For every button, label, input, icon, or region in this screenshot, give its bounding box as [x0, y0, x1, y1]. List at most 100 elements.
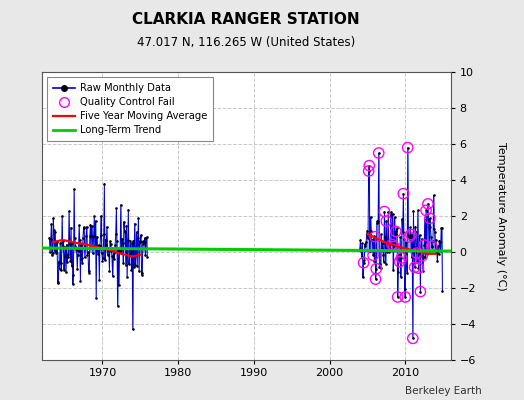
Point — [397, 274, 405, 280]
Point — [433, 250, 441, 256]
Point — [69, 272, 78, 278]
Point — [116, 202, 125, 208]
Point — [131, 262, 139, 268]
Point — [405, 234, 413, 240]
Point — [127, 267, 136, 274]
Point — [132, 252, 140, 258]
Point — [418, 252, 427, 259]
Point — [106, 241, 115, 248]
Point — [94, 251, 102, 258]
Point — [405, 234, 413, 240]
Point — [106, 238, 114, 244]
Point — [375, 150, 383, 156]
Point — [356, 246, 364, 252]
Point — [79, 235, 87, 241]
Point — [136, 239, 145, 245]
Point — [104, 244, 112, 251]
Point — [102, 236, 110, 243]
Point — [357, 254, 366, 261]
Point — [87, 245, 95, 251]
Point — [115, 249, 124, 255]
Point — [410, 264, 419, 270]
Point — [127, 248, 135, 254]
Point — [403, 269, 411, 276]
Point — [420, 242, 428, 248]
Point — [365, 162, 374, 169]
Point — [359, 260, 368, 266]
Point — [105, 246, 113, 253]
Point — [406, 236, 414, 242]
Point — [363, 227, 372, 234]
Point — [402, 239, 410, 246]
Point — [356, 236, 365, 243]
Point — [428, 243, 436, 250]
Point — [431, 229, 439, 236]
Point — [137, 232, 145, 238]
Point — [134, 215, 143, 222]
Point — [421, 254, 430, 260]
Point — [422, 207, 430, 214]
Point — [75, 237, 84, 244]
Point — [140, 235, 149, 241]
Point — [357, 247, 365, 254]
Point — [77, 242, 85, 248]
Point — [363, 231, 371, 237]
Point — [84, 249, 92, 256]
Point — [412, 229, 420, 236]
Point — [93, 246, 102, 252]
Point — [397, 255, 406, 261]
Point — [424, 201, 432, 207]
Point — [402, 251, 411, 257]
Point — [438, 225, 446, 231]
Point — [96, 232, 105, 238]
Point — [65, 208, 73, 214]
Point — [134, 235, 142, 242]
Point — [370, 258, 378, 264]
Point — [373, 220, 381, 226]
Text: CLARKIA RANGER STATION: CLARKIA RANGER STATION — [133, 12, 360, 27]
Point — [50, 227, 58, 234]
Point — [61, 244, 70, 250]
Point — [390, 214, 399, 220]
Point — [105, 267, 114, 274]
Point — [62, 242, 71, 248]
Point — [102, 242, 111, 248]
Point — [398, 216, 406, 222]
Point — [428, 243, 436, 250]
Point — [60, 267, 68, 273]
Point — [71, 234, 79, 241]
Point — [380, 208, 389, 215]
Point — [99, 258, 107, 264]
Point — [83, 252, 92, 258]
Point — [136, 238, 144, 244]
Point — [75, 222, 83, 228]
Point — [84, 268, 93, 274]
Point — [99, 255, 107, 261]
Point — [404, 232, 412, 238]
Point — [90, 233, 98, 239]
Point — [403, 144, 412, 151]
Point — [366, 214, 375, 220]
Point — [394, 294, 402, 300]
Point — [379, 259, 388, 265]
Point — [376, 261, 384, 268]
Point — [119, 260, 127, 266]
Point — [375, 264, 384, 270]
Point — [111, 242, 119, 248]
Point — [81, 254, 89, 261]
Point — [425, 215, 434, 222]
Point — [365, 168, 373, 174]
Text: Berkeley Earth: Berkeley Earth — [406, 386, 482, 396]
Point — [110, 256, 118, 262]
Point — [48, 252, 56, 258]
Point — [67, 224, 75, 231]
Point — [422, 251, 431, 257]
Point — [85, 233, 94, 239]
Point — [425, 215, 434, 222]
Point — [122, 262, 130, 268]
Point — [56, 240, 64, 246]
Point — [138, 272, 146, 278]
Point — [416, 288, 424, 295]
Point — [78, 255, 86, 262]
Point — [125, 251, 134, 258]
